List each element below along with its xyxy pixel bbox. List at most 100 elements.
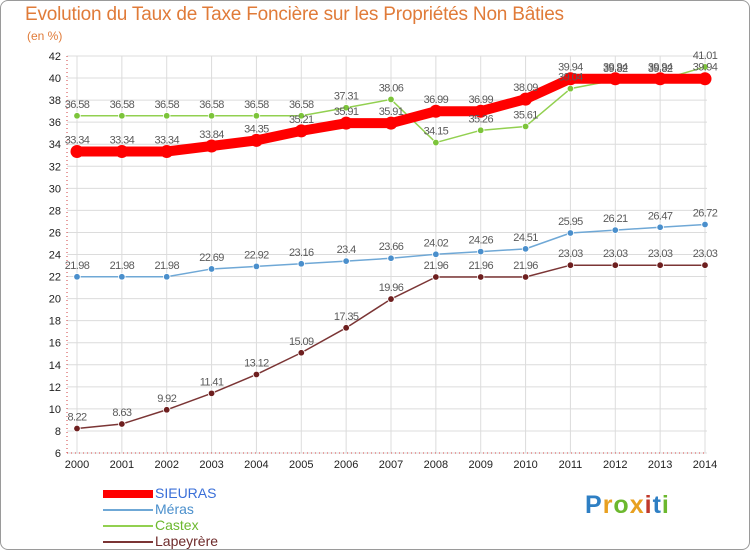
data-label: 37.31: [334, 91, 359, 103]
data-point: [297, 260, 305, 268]
data-point: [566, 84, 575, 93]
data-label: 38.06: [379, 82, 404, 94]
data-label: 24.51: [513, 232, 538, 244]
data-label: 35.91: [379, 106, 404, 118]
x-tick-label: 2000: [65, 459, 89, 471]
data-label: 24.02: [424, 237, 449, 249]
data-point: [207, 265, 216, 273]
data-label: 39.94: [648, 62, 673, 74]
data-label: 21.96: [424, 260, 449, 272]
data-point: [656, 261, 664, 269]
chart-subtitle: (en %): [27, 29, 63, 43]
data-label: 33.34: [110, 135, 135, 147]
data-point: [342, 324, 350, 332]
y-tick-label: 42: [49, 51, 61, 63]
data-point: [339, 116, 353, 130]
data-label: 17.35: [334, 311, 359, 323]
data-label: 11.41: [200, 376, 224, 388]
data-point: [519, 92, 533, 106]
data-point: [252, 262, 261, 271]
data-point: [656, 223, 664, 231]
data-label: 39.94: [558, 62, 583, 74]
data-label: 19.96: [379, 282, 404, 294]
data-point: [160, 145, 174, 159]
data-label: 35.26: [468, 113, 493, 125]
legend-swatch: [103, 541, 153, 543]
data-point: [249, 133, 263, 147]
y-tick-label: 22: [49, 272, 61, 284]
data-label: 36.58: [65, 99, 90, 111]
logo-letter: i: [661, 491, 670, 519]
data-point: [297, 112, 305, 120]
x-tick-label: 2006: [334, 459, 358, 471]
legend-swatch: [103, 509, 153, 511]
data-label: 21.98: [154, 260, 179, 272]
data-point: [698, 72, 712, 86]
data-point: [207, 389, 216, 398]
y-tick-label: 40: [49, 73, 61, 85]
legend-swatch: [103, 525, 153, 527]
y-tick-label: 36: [49, 117, 61, 129]
legend-swatch: [103, 490, 153, 498]
data-label: 15.09: [289, 336, 314, 348]
data-label: 23.03: [558, 248, 583, 260]
data-point: [701, 261, 709, 269]
data-point: [521, 273, 530, 281]
x-tick-label: 2002: [154, 459, 178, 471]
y-tick-label: 14: [49, 360, 61, 372]
data-label: 22.92: [244, 249, 269, 261]
data-point: [163, 273, 171, 281]
data-label: 41.01: [693, 50, 718, 62]
data-label: 36.99: [468, 94, 493, 106]
data-label: 39.94: [693, 62, 718, 74]
data-label: 9.92: [157, 393, 176, 405]
logo-letter: i: [644, 491, 653, 519]
y-tick-label: 34: [49, 139, 61, 151]
data-point: [521, 122, 530, 131]
data-label: 36.58: [199, 99, 224, 111]
data-label: 39.82: [648, 63, 673, 75]
data-point: [432, 250, 440, 258]
proxiti-logo: Proxiti: [585, 491, 670, 520]
data-point: [118, 273, 126, 281]
data-point: [163, 112, 171, 120]
data-point: [432, 273, 440, 281]
x-tick-label: 2012: [603, 459, 627, 471]
data-point: [432, 138, 440, 147]
data-point: [70, 145, 84, 159]
data-point: [118, 112, 126, 120]
data-point: [429, 104, 443, 118]
y-tick-label: 20: [49, 294, 61, 306]
data-point: [387, 254, 395, 262]
data-point: [163, 406, 171, 414]
data-label: 23.16: [289, 247, 314, 259]
data-label: 35.61: [513, 109, 538, 121]
y-tick-label: 16: [49, 338, 61, 350]
data-point: [342, 257, 350, 265]
x-tick-label: 2010: [513, 459, 537, 471]
data-point: [73, 273, 81, 281]
y-tick-label: 12: [49, 382, 61, 394]
data-label: 23.03: [648, 248, 673, 260]
data-point: [653, 72, 667, 86]
data-point: [118, 420, 126, 428]
data-point: [563, 72, 577, 86]
y-tick-label: 32: [49, 161, 61, 173]
data-point: [73, 424, 81, 433]
data-label: 26.21: [603, 213, 628, 225]
x-tick-label: 2007: [379, 459, 403, 471]
data-point: [701, 220, 709, 229]
logo-letter: x: [629, 491, 645, 519]
x-tick-label: 2008: [424, 459, 448, 471]
y-tick-label: 38: [49, 95, 61, 107]
x-tick-label: 2005: [289, 459, 313, 471]
y-tick-label: 18: [49, 316, 61, 328]
data-label: 8.22: [67, 412, 86, 424]
data-label: 22.69: [199, 252, 224, 264]
data-label: 36.99: [424, 94, 449, 106]
data-label: 8.63: [112, 407, 131, 419]
y-tick-label: 8: [55, 426, 61, 438]
data-point: [566, 229, 575, 237]
logo-letter: P: [585, 491, 603, 519]
